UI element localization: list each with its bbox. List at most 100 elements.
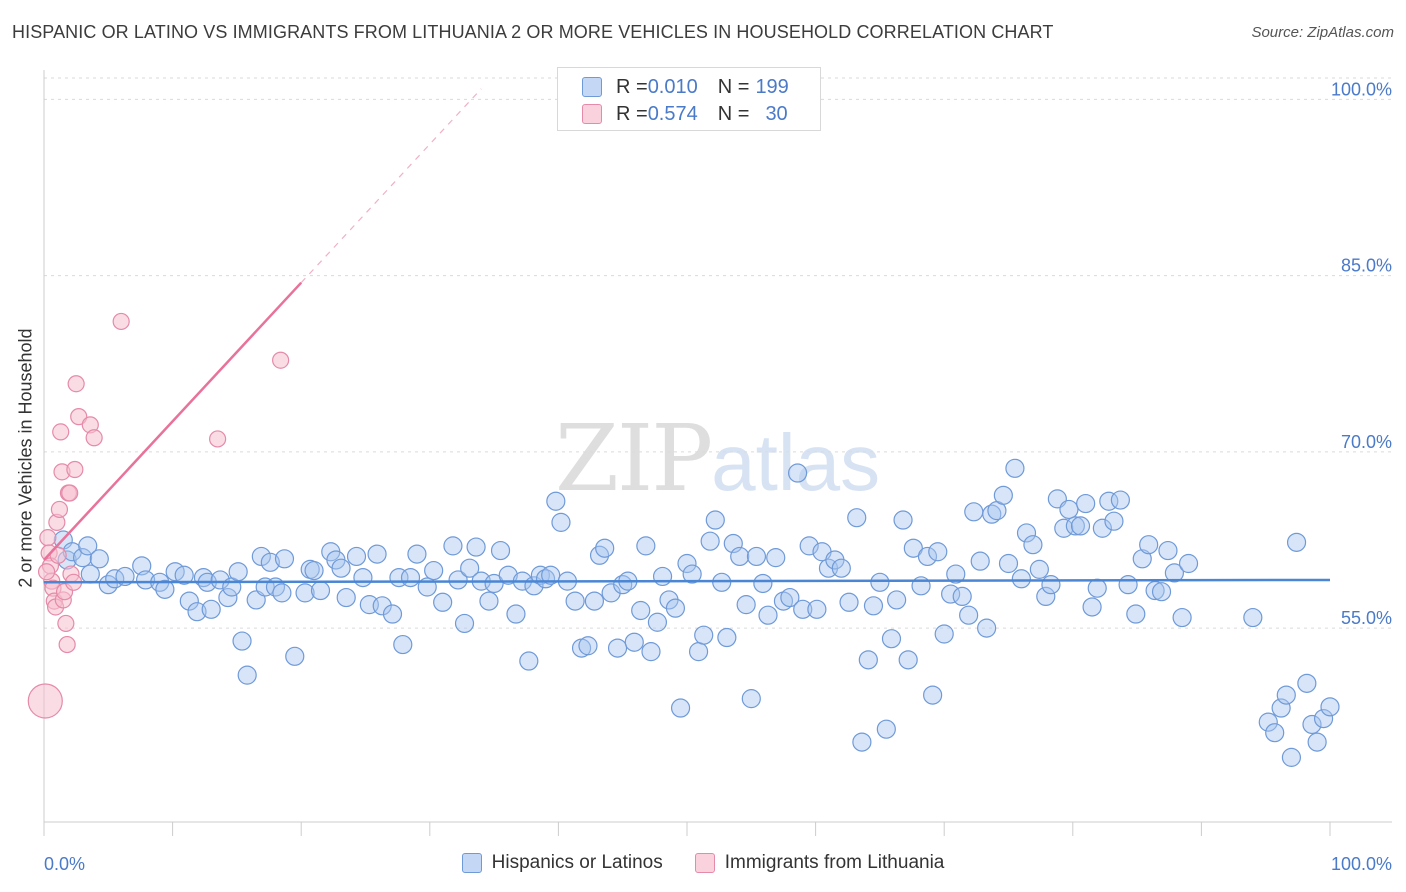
hispanic-point xyxy=(780,587,800,608)
hispanic-point xyxy=(228,562,248,582)
hispanic-point xyxy=(807,599,827,619)
hispanic-point xyxy=(295,583,315,603)
hispanic-point xyxy=(260,552,280,572)
lithuania-point xyxy=(70,408,88,426)
hispanic-point xyxy=(741,689,761,709)
hispanic-point xyxy=(746,546,767,567)
hispanic-point xyxy=(1029,559,1049,579)
hispanic-point xyxy=(506,604,526,624)
hispanic-point xyxy=(479,591,499,611)
lithuania-point xyxy=(66,460,84,479)
hispanic-point xyxy=(641,642,661,662)
watermark: ZIPatlas xyxy=(555,405,880,512)
hispanic-point xyxy=(1302,714,1322,735)
hispanic-point xyxy=(736,595,756,615)
hispanic-point xyxy=(1139,535,1159,555)
hispanic-point xyxy=(1126,604,1146,624)
legend-r-value: 0.574 xyxy=(647,102,698,125)
hispanic-point xyxy=(382,604,403,624)
hispanic-point xyxy=(1258,712,1278,732)
hispanic-point xyxy=(519,651,539,671)
hispanic-point xyxy=(1118,575,1138,595)
hispanic-point xyxy=(1005,458,1025,478)
legend-n-label: N = xyxy=(717,75,750,98)
hispanic-point xyxy=(934,624,954,644)
hispanic-point xyxy=(346,546,367,567)
hispanic-point xyxy=(454,613,475,634)
hispanic-point xyxy=(647,612,668,632)
legend-row-hispanics: R = 0.010 N = 199 xyxy=(582,74,789,100)
y-tick-label: 55.0% xyxy=(1341,608,1392,628)
hispanic-point xyxy=(993,485,1013,505)
hispanic-point xyxy=(1145,580,1165,601)
legend-swatch-blue xyxy=(461,853,482,873)
hispanic-point xyxy=(584,591,605,611)
hispanic-point xyxy=(174,565,194,585)
hispanic-point xyxy=(1286,532,1307,552)
hispanic-point xyxy=(982,504,1002,524)
lithuania-point xyxy=(58,635,76,654)
hispanic-point xyxy=(1151,582,1172,602)
hispanic-point xyxy=(407,544,427,564)
hispanic-point xyxy=(694,625,714,645)
hispanic-point xyxy=(876,719,896,739)
hispanic-point xyxy=(433,592,453,612)
hispanic-point xyxy=(665,598,686,618)
lithuania-point xyxy=(49,546,67,564)
legend-r-value: 0.010 xyxy=(647,75,698,98)
hispanic-point xyxy=(1011,569,1031,589)
hispanic-point xyxy=(132,556,152,576)
watermark-atlas: atlas xyxy=(711,418,881,507)
hispanic-point xyxy=(201,599,221,619)
trend-lines xyxy=(43,88,1331,584)
hispanic-point xyxy=(274,549,295,569)
hispanic-point xyxy=(652,566,673,587)
watermark-zip: ZIP xyxy=(555,405,713,512)
y-tick-label: 85.0% xyxy=(1341,256,1392,276)
hispanic-point xyxy=(946,564,966,584)
hispanic-point xyxy=(72,548,93,568)
lithuania-point xyxy=(57,614,75,633)
hispanic-point xyxy=(898,650,918,670)
x-tick-label-end: 100.0% xyxy=(1331,854,1392,874)
hispanic-point xyxy=(1281,747,1302,767)
correlation-legend: R = 0.010 N = 199 R = 0.574 N = 30 xyxy=(557,67,821,131)
hispanic-point xyxy=(535,569,556,589)
hispanic-point xyxy=(155,579,175,599)
x-tick-label-start: 0.0% xyxy=(44,854,85,874)
legend-item-hispanics[interactable]: Hispanics or Latinos xyxy=(461,852,663,874)
hispanic-point xyxy=(541,565,561,585)
legend-item-lithuania[interactable]: Immigrants from Lithuania xyxy=(694,852,944,874)
hispanic-point xyxy=(237,665,257,685)
lithuania-point xyxy=(27,683,63,719)
hispanic-point xyxy=(1065,516,1085,536)
lithuania-point xyxy=(112,312,130,331)
hispanic-point xyxy=(688,642,709,662)
hispanic-point xyxy=(1070,516,1091,536)
lithuania-point xyxy=(52,423,70,441)
hispanic-point xyxy=(1307,732,1327,752)
hispanic-point xyxy=(705,510,725,530)
hispanic-point xyxy=(1158,540,1178,561)
hispanic-point xyxy=(135,570,156,590)
hispanic-point xyxy=(1082,597,1102,617)
hispanic-point xyxy=(607,638,628,658)
lithuania-point xyxy=(85,429,103,447)
axes xyxy=(43,70,1392,836)
hispanic-point xyxy=(232,631,252,651)
legend-n-value: 30 xyxy=(765,102,788,125)
hispanic-point xyxy=(498,565,518,585)
hispanic-point xyxy=(1036,586,1056,607)
hispanic-point xyxy=(717,627,737,648)
hispanic-point xyxy=(367,544,387,564)
hispanic-point xyxy=(959,605,979,625)
lithuania-point xyxy=(39,529,57,547)
hispanic-point xyxy=(372,596,392,616)
hispanic-point xyxy=(466,537,486,557)
hispanic-point xyxy=(530,565,550,585)
hispanic-point xyxy=(187,602,207,622)
hispanic-point xyxy=(1104,511,1124,531)
legend-label-hispanics: Hispanics or Latinos xyxy=(491,852,663,873)
hispanic-point xyxy=(578,636,598,656)
hispanic-point xyxy=(484,573,504,594)
